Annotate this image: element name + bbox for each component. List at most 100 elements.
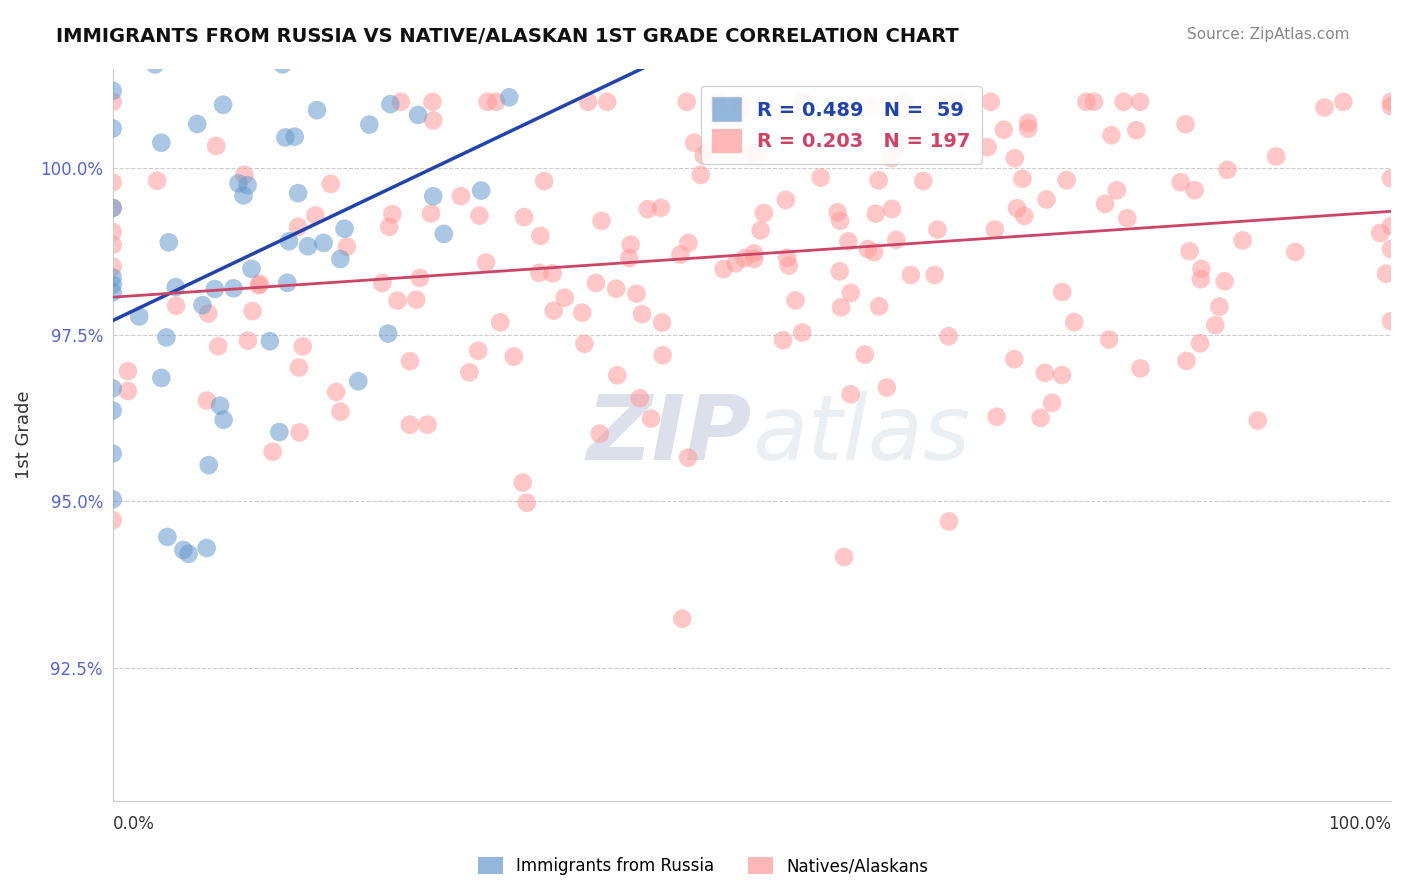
Point (1017, 121, 1039, 136)
Point (297, 239, 319, 253)
Point (329, 252, 352, 266)
Point (724, 256, 747, 270)
Point (697, 143, 720, 157)
Point (772, 333, 794, 347)
Point (347, 374, 370, 388)
Point (1129, 95, 1152, 109)
Point (1191, 262, 1213, 277)
Point (1216, 162, 1239, 177)
Point (776, 251, 799, 265)
Point (827, 205, 849, 219)
Legend: Immigrants from Russia, Natives/Alaskans: Immigrants from Russia, Natives/Alaskans (470, 849, 936, 884)
Point (304, 208, 326, 222)
Point (197, 458, 219, 472)
Point (810, 170, 832, 185)
Point (325, 384, 347, 399)
Point (860, 99, 883, 113)
Point (1004, 151, 1026, 165)
Point (620, 237, 643, 252)
Point (278, 234, 301, 248)
Point (868, 173, 890, 187)
Point (1189, 272, 1212, 286)
Point (1331, 95, 1354, 109)
Point (485, 95, 508, 109)
Point (938, 515, 960, 529)
Point (165, 280, 187, 294)
Point (1056, 173, 1078, 187)
Point (512, 475, 534, 490)
Y-axis label: 1st Grade: 1st Grade (15, 391, 32, 479)
Point (101, 381, 124, 395)
Point (212, 413, 235, 427)
Point (212, 97, 235, 112)
Point (128, 310, 150, 324)
Point (1098, 333, 1121, 347)
Point (853, 348, 876, 362)
Point (288, 425, 311, 440)
Point (1174, 117, 1197, 131)
Point (651, 316, 673, 330)
Point (458, 365, 481, 379)
Point (880, 202, 903, 216)
Point (730, 95, 752, 109)
Point (101, 201, 124, 215)
Point (591, 214, 613, 228)
Point (406, 108, 429, 122)
Point (195, 393, 218, 408)
Point (1040, 396, 1063, 410)
Point (1105, 183, 1128, 197)
Point (884, 139, 907, 153)
Point (605, 282, 627, 296)
Point (986, 409, 1008, 424)
Point (117, 384, 139, 398)
Point (1265, 149, 1288, 163)
Point (713, 262, 735, 277)
Point (186, 117, 208, 131)
Point (101, 121, 124, 136)
Point (336, 240, 359, 254)
Point (269, 425, 291, 439)
Point (1369, 226, 1392, 240)
Point (730, 103, 752, 118)
Point (692, 148, 714, 162)
Point (195, 541, 218, 555)
Point (232, 188, 254, 202)
Point (689, 168, 711, 182)
Point (596, 95, 619, 109)
Point (467, 343, 489, 358)
Point (187, 29, 209, 43)
Point (468, 209, 491, 223)
Point (1002, 352, 1025, 367)
Point (359, 118, 381, 132)
Text: Source: ZipAtlas.com: Source: ZipAtlas.com (1187, 27, 1350, 42)
Point (1379, 95, 1402, 109)
Point (1375, 267, 1398, 281)
Point (1050, 285, 1073, 299)
Point (1208, 300, 1230, 314)
Point (675, 95, 697, 109)
Point (1129, 361, 1152, 376)
Point (993, 122, 1015, 136)
Point (1094, 197, 1116, 211)
Point (101, 201, 124, 215)
Point (792, 326, 814, 340)
Point (651, 348, 673, 362)
Point (1170, 175, 1192, 189)
Point (329, 404, 352, 418)
Point (839, 285, 862, 300)
Point (222, 281, 245, 295)
Point (938, 329, 960, 343)
Point (948, 95, 970, 109)
Point (1284, 244, 1306, 259)
Point (830, 214, 852, 228)
Point (740, 147, 762, 161)
Point (1379, 242, 1402, 256)
Point (529, 266, 551, 280)
Point (603, 29, 626, 43)
Point (1379, 171, 1402, 186)
Point (150, 136, 173, 150)
Point (1011, 171, 1033, 186)
Point (980, 95, 1002, 109)
Point (319, 177, 342, 191)
Point (470, 184, 492, 198)
